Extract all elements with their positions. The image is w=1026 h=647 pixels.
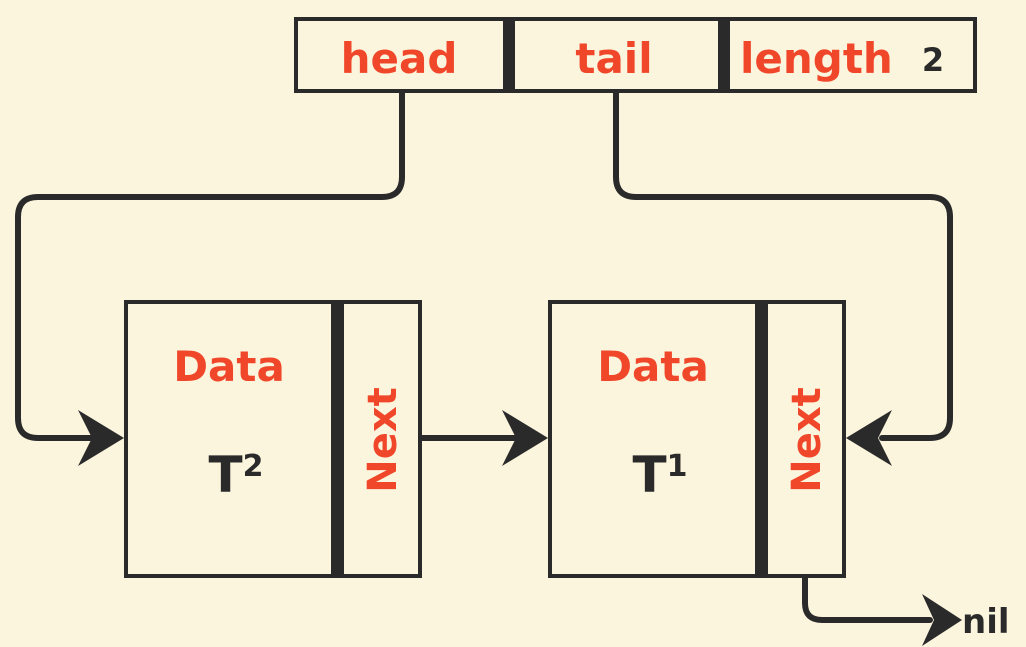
nil-pointer-line xyxy=(802,575,933,623)
header-divider xyxy=(503,19,515,91)
node-2-value-sup: 1 xyxy=(667,449,688,484)
length-field-label: length xyxy=(740,34,893,83)
node-2-box xyxy=(548,300,846,578)
node-2-data-label: Data xyxy=(597,342,709,391)
tail-field-label: tail xyxy=(575,34,652,83)
node-2-value: T1 xyxy=(633,446,688,504)
length-value: 2 xyxy=(922,41,944,79)
node-1-value-sup: 2 xyxy=(243,449,264,484)
node-2-next-label: Next xyxy=(784,387,830,493)
node-1-value: T2 xyxy=(209,446,264,504)
nil-arrowhead-icon xyxy=(922,594,962,646)
node-divider xyxy=(755,302,768,576)
list-header-box xyxy=(294,17,977,93)
head-field-label: head xyxy=(341,34,458,83)
node-1-value-base: T xyxy=(209,446,243,504)
header-divider xyxy=(718,19,730,91)
nil-label: nil xyxy=(962,602,1010,642)
node-1: Data T2 Next xyxy=(124,300,422,578)
node-2: Data T1 Next xyxy=(548,300,846,578)
list-header: head tail length 2 xyxy=(294,17,977,93)
node-divider xyxy=(331,302,344,576)
next-arrowhead-icon xyxy=(502,410,548,466)
head-pointer-line xyxy=(15,90,405,441)
node-2-value-base: T xyxy=(633,446,667,504)
node-1-data-label: Data xyxy=(173,342,285,391)
tail-arrowhead-icon xyxy=(846,410,892,466)
node-1-next-label: Next xyxy=(360,387,406,493)
tail-pointer-line xyxy=(613,90,953,441)
head-arrowhead-icon xyxy=(78,410,124,466)
